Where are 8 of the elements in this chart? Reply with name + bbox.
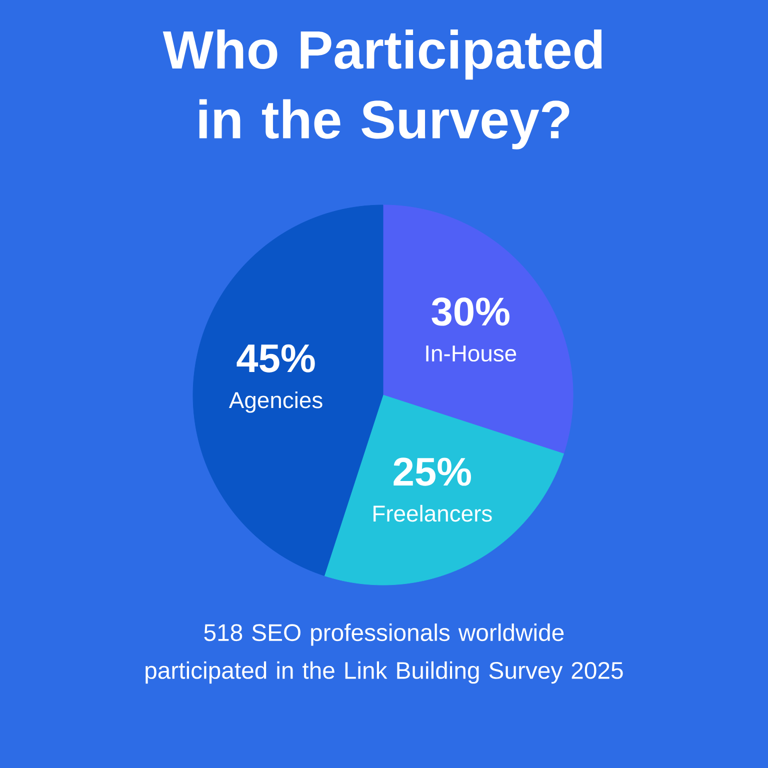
data-label: 25% [394, 458, 471, 486]
chart-title: Who Participated in the Survey? [162, 30, 602, 150]
slice-label: Freelancers [374, 504, 492, 522]
slice-label: In-House [426, 346, 516, 362]
text: 518 SEO professionals worldwide participated in the Link Building Survey 2025 [146, 624, 623, 684]
slice-label: Agencies [228, 391, 322, 413]
data-label: 45% [236, 344, 315, 372]
data-label: 30% [432, 298, 510, 326]
